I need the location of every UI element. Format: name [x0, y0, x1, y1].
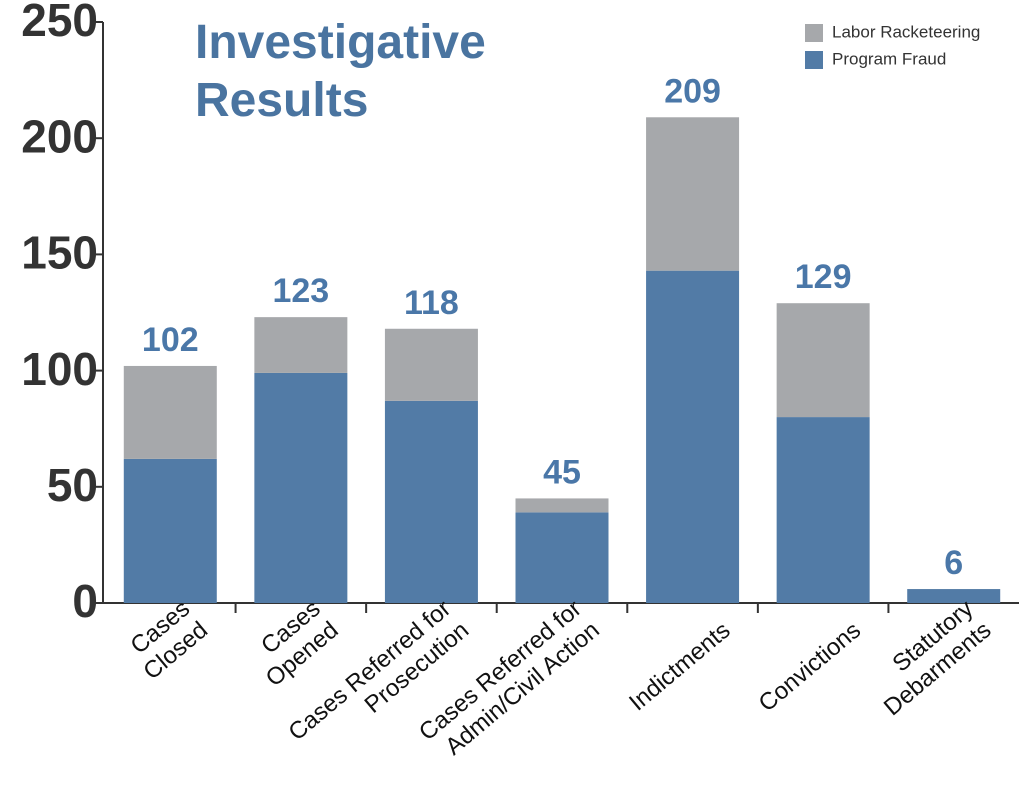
bar-segment — [123, 365, 217, 459]
bar-segment — [907, 589, 1001, 603]
value-label: 118 — [404, 284, 459, 322]
bar-segment — [254, 317, 348, 373]
bar-segment — [515, 512, 609, 603]
text-line: Investigative — [195, 16, 486, 69]
bar-segment — [646, 117, 740, 271]
bar-segment — [776, 303, 870, 418]
y-tick-label: 50 — [47, 459, 98, 511]
x-tick-label: CasesClosed — [121, 595, 214, 685]
legend-swatch — [805, 24, 823, 42]
y-tick-label: 250 — [21, 0, 98, 46]
y-tick-label: 200 — [21, 110, 98, 162]
bar-segment — [254, 372, 348, 603]
bar-segment — [515, 498, 609, 513]
value-label: 102 — [142, 321, 199, 359]
value-label: 129 — [795, 258, 852, 296]
x-tick-label: CasesOpened — [243, 595, 344, 692]
y-tick-label: 100 — [21, 343, 98, 395]
text-line: Results — [195, 74, 368, 127]
x-tick-label: StatutoryDebarments — [861, 595, 997, 721]
x-tick-label: Indictments — [624, 617, 735, 717]
value-label: 6 — [944, 544, 963, 582]
legend-label: Labor Racketeering — [832, 22, 980, 41]
bar-segment — [384, 328, 478, 401]
value-label: 123 — [272, 272, 329, 310]
bar-segment — [384, 400, 478, 603]
y-tick-label: 0 — [72, 575, 98, 627]
bar-segment — [776, 417, 870, 603]
bar-segment — [646, 270, 740, 603]
value-label: 209 — [664, 72, 721, 110]
bar-segment — [123, 458, 217, 603]
y-tick-label: 150 — [21, 227, 98, 279]
legend-label: Program Fraud — [832, 49, 946, 68]
x-tick-label: Convictions — [754, 617, 866, 717]
legend-swatch — [805, 51, 823, 69]
chart-title: Investigative Results — [195, 16, 486, 127]
value-label: 45 — [543, 453, 581, 491]
